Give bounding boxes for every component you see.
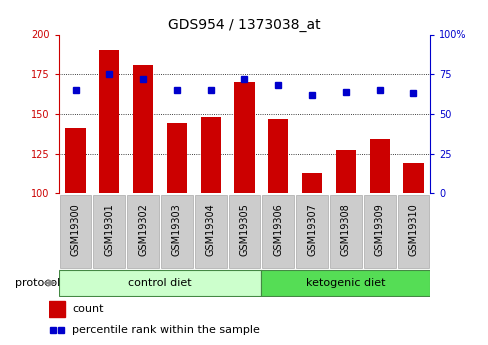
Text: control diet: control diet — [128, 278, 191, 288]
Bar — [267, 119, 288, 193]
FancyBboxPatch shape — [127, 195, 159, 268]
FancyBboxPatch shape — [261, 270, 429, 296]
Text: GSM19304: GSM19304 — [205, 203, 215, 256]
Title: GDS954 / 1373038_at: GDS954 / 1373038_at — [168, 18, 320, 32]
Text: count: count — [72, 304, 103, 314]
Text: GSM19310: GSM19310 — [407, 203, 418, 256]
Bar — [369, 139, 389, 193]
Text: GSM19306: GSM19306 — [273, 203, 283, 256]
Bar — [301, 172, 322, 193]
FancyBboxPatch shape — [161, 195, 192, 268]
Text: GSM19301: GSM19301 — [104, 203, 114, 256]
Bar — [200, 117, 221, 193]
Bar — [166, 124, 187, 193]
Text: GSM19308: GSM19308 — [340, 203, 350, 256]
Text: GSM19305: GSM19305 — [239, 203, 249, 256]
FancyBboxPatch shape — [194, 195, 226, 268]
Text: GSM19300: GSM19300 — [70, 203, 81, 256]
Bar — [335, 150, 355, 193]
Text: GSM19307: GSM19307 — [306, 203, 316, 256]
FancyBboxPatch shape — [329, 195, 361, 268]
Text: GSM19303: GSM19303 — [172, 203, 182, 256]
Bar — [133, 65, 153, 193]
Text: GSM19302: GSM19302 — [138, 203, 148, 256]
Text: percentile rank within the sample: percentile rank within the sample — [72, 325, 260, 335]
Bar — [403, 163, 423, 193]
Text: protocol: protocol — [15, 278, 60, 288]
FancyBboxPatch shape — [363, 195, 395, 268]
FancyBboxPatch shape — [60, 195, 91, 268]
FancyBboxPatch shape — [59, 270, 261, 296]
FancyBboxPatch shape — [228, 195, 260, 268]
FancyBboxPatch shape — [296, 195, 327, 268]
Text: GSM19309: GSM19309 — [374, 203, 384, 256]
FancyBboxPatch shape — [397, 195, 428, 268]
Text: ketogenic diet: ketogenic diet — [305, 278, 385, 288]
Bar — [49, 301, 64, 317]
FancyBboxPatch shape — [93, 195, 125, 268]
Bar — [99, 50, 119, 193]
Bar — [234, 82, 254, 193]
FancyBboxPatch shape — [262, 195, 294, 268]
Bar — [65, 128, 85, 193]
